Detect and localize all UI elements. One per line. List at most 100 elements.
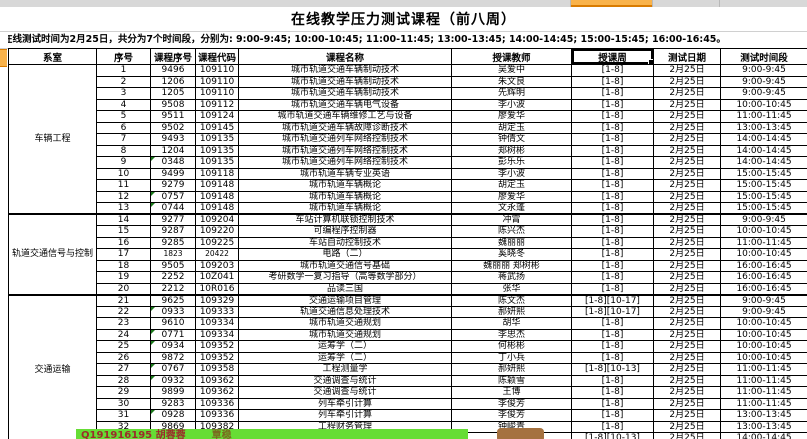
cell-date[interactable]: 2月25日	[653, 156, 721, 169]
cell-course-name[interactable]: 工程测量学	[238, 363, 452, 376]
cell-seq[interactable]: 20	[96, 282, 151, 295]
cell-course-code[interactable]: 109145	[195, 121, 239, 134]
cell-weeks[interactable]: [1-8]	[571, 213, 654, 226]
cell-teacher[interactable]: 陈颖雪	[451, 374, 572, 387]
cell-course-code[interactable]: 109135	[195, 144, 239, 157]
cell-weeks[interactable]: [1-8][10-17]	[571, 293, 654, 307]
cell-weeks[interactable]: [1-8]	[571, 144, 654, 157]
cell-course-name[interactable]: 城市轨道交通车辆制动技术	[238, 64, 452, 77]
cell-course-name[interactable]: 列车牵引计算	[238, 397, 452, 410]
cell-course-no[interactable]: 2212	[150, 282, 196, 295]
cell-time[interactable]: 14:00-14:45	[720, 156, 807, 169]
cell-seq[interactable]: 4	[96, 98, 151, 111]
cell-weeks[interactable]: [1-8]	[571, 202, 654, 215]
cell-course-name[interactable]: 城市轨道交通车辆维修工艺与设备	[238, 110, 452, 123]
cell-time[interactable]: 11:00-11:45	[720, 363, 807, 376]
cell-seq[interactable]: 11	[96, 179, 151, 192]
cell-time[interactable]: 15:00-15:45	[720, 179, 807, 192]
cell-course-name[interactable]: 交通运输项目管理	[238, 293, 452, 307]
cell-teacher[interactable]: 李思杰	[451, 328, 572, 341]
cell-weeks[interactable]: [1-8][10-17]	[571, 305, 654, 318]
cell-weeks[interactable]: [1-8]	[571, 282, 654, 295]
cell-date[interactable]: 2月25日	[653, 121, 721, 134]
cell-date[interactable]: 2月25日	[653, 351, 721, 364]
cell-date[interactable]: 2月25日	[653, 271, 721, 284]
cell-weeks[interactable]: [1-8]	[571, 121, 654, 134]
cell-course-code[interactable]: 109362	[195, 386, 239, 399]
cell-course-no[interactable]: 0767	[150, 363, 196, 376]
cell-teacher[interactable]: 王博	[451, 386, 572, 399]
cell-teacher[interactable]: 吴爱中	[451, 64, 572, 77]
cell-course-no[interactable]: 9283	[150, 397, 196, 410]
cell-weeks[interactable]: [1-8]	[571, 259, 654, 272]
cell-weeks[interactable]: [1-8]	[571, 225, 654, 238]
cell-seq[interactable]: 8	[96, 144, 151, 157]
cell-course-name[interactable]: 城市轨道交通车辆电气设备	[238, 98, 452, 111]
cell-course-code[interactable]: 109110	[195, 75, 239, 88]
cell-time[interactable]: 14:00-14:45	[720, 432, 807, 439]
cell-seq[interactable]: 31	[96, 409, 151, 422]
cell-teacher[interactable]: 钟倩文	[451, 133, 572, 146]
cell-teacher[interactable]: 胡华	[451, 317, 572, 330]
cell-teacher[interactable]: 文永蓬	[451, 202, 572, 215]
cell-time[interactable]: 11:00-11:45	[720, 110, 807, 123]
cell-time[interactable]: 9:00-9:45	[720, 305, 807, 318]
cell-seq[interactable]: 14	[96, 213, 151, 226]
cell-seq[interactable]: 7	[96, 133, 151, 146]
cell-course-name[interactable]: 城市轨道车辆概论	[238, 202, 452, 215]
cell-course-name[interactable]: 城市轨道交通列车网络控制技术	[238, 133, 452, 146]
cell-course-code[interactable]: 109336	[195, 397, 239, 410]
cell-course-no[interactable]: 9285	[150, 236, 196, 249]
cell-course-name[interactable]: 品读三国	[238, 282, 452, 295]
cell-course-no[interactable]: 9625	[150, 293, 196, 307]
cell-teacher[interactable]: 彭乐乐	[451, 156, 572, 169]
cell-time[interactable]: 9:00-9:45	[720, 293, 807, 307]
cell-course-code[interactable]: 109362	[195, 374, 239, 387]
cell-seq[interactable]: 16	[96, 236, 151, 249]
cell-date[interactable]: 2月25日	[653, 248, 721, 261]
cell-time[interactable]: 15:00-15:45	[720, 167, 807, 180]
cell-time[interactable]: 11:00-11:45	[720, 374, 807, 387]
cell-weeks[interactable]: [1-8]	[571, 409, 654, 422]
column-header-4[interactable]: 课程名称	[238, 48, 452, 65]
cell-date[interactable]: 2月25日	[653, 420, 721, 433]
cell-weeks[interactable]: [1-8]	[571, 133, 654, 146]
cell-course-code[interactable]: 109110	[195, 87, 239, 100]
cell-seq[interactable]: 1	[96, 64, 151, 77]
cell-course-no[interactable]: 0348	[150, 156, 196, 169]
cell-seq[interactable]: 24	[96, 328, 151, 341]
cell-time[interactable]: 10:00-10:45	[720, 351, 807, 364]
cell-course-no[interactable]: 0933	[150, 305, 196, 318]
cell-course-code[interactable]: 109135	[195, 133, 239, 146]
cell-time[interactable]: 9:00-9:45	[720, 75, 807, 88]
column-header-5[interactable]: 授课教师	[451, 48, 572, 65]
cell-weeks[interactable]: [1-8]	[571, 87, 654, 100]
column-header-2[interactable]: 课程序号	[150, 48, 196, 65]
cell-time[interactable]: 16:00-16:45	[720, 282, 807, 295]
cell-teacher[interactable]: 奚晓冬	[451, 248, 572, 261]
column-header-0[interactable]: 系室	[8, 48, 97, 65]
cell-date[interactable]: 2月25日	[653, 98, 721, 111]
cell-course-name[interactable]: 城市轨道交通车辆制动技术	[238, 75, 452, 88]
cell-weeks[interactable]: [1-8]	[571, 156, 654, 169]
cell-course-no[interactable]: 0771	[150, 328, 196, 341]
cell-weeks[interactable]: [1-8][10-13]	[571, 363, 654, 376]
column-header-3[interactable]: 课程代码	[195, 48, 239, 65]
cell-course-no[interactable]: 1205	[150, 87, 196, 100]
cell-course-code[interactable]: 109352	[195, 351, 239, 364]
cell-course-code[interactable]: 109225	[195, 236, 239, 249]
cell-time[interactable]: 10:00-10:45	[720, 98, 807, 111]
cell-date[interactable]: 2月25日	[653, 213, 721, 226]
cell-course-name[interactable]: 城市轨道车辆概论	[238, 190, 452, 203]
cell-seq[interactable]: 5	[96, 110, 151, 123]
cell-course-name[interactable]: 列车牵引计算	[238, 409, 452, 422]
cell-course-no[interactable]: 9502	[150, 121, 196, 134]
cell-time[interactable]: 13:00-13:45	[720, 409, 807, 422]
cell-time[interactable]: 11:00-11:45	[720, 386, 807, 399]
cell-weeks[interactable]: [1-8]	[571, 271, 654, 284]
cell-weeks[interactable]: [1-8]	[571, 179, 654, 192]
cell-teacher[interactable]: 李小波	[451, 98, 572, 111]
cell-date[interactable]: 2月25日	[653, 202, 721, 215]
column-header-7[interactable]: 测试日期	[653, 48, 721, 65]
cell-course-no[interactable]: 9511	[150, 110, 196, 123]
